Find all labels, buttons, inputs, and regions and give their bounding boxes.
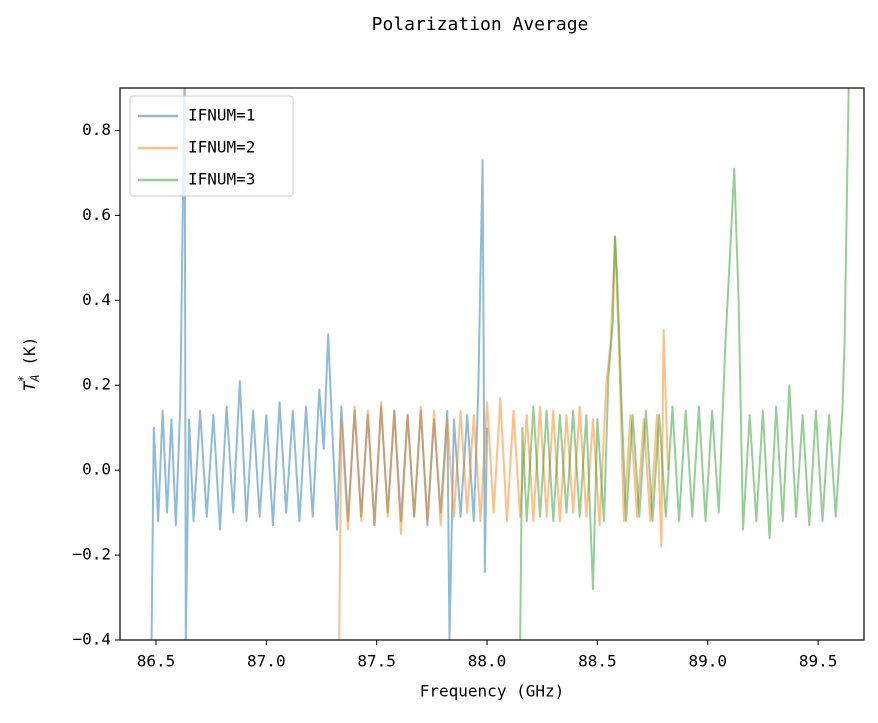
y-axis-label-part: *	[16, 375, 30, 382]
legend-label: IFNUM=3	[188, 170, 255, 189]
y-axis-label: TA* (K)	[16, 337, 42, 392]
x-tick-label: 88.5	[578, 652, 617, 671]
legend-box	[129, 95, 294, 197]
y-axis-label-part: (K)	[20, 337, 39, 376]
y-tick-label: −0.4	[72, 630, 111, 649]
y-axis-label-part: T	[20, 380, 39, 391]
y-tick-label: 0.6	[82, 205, 111, 224]
x-axis-label: Frequency (GHz)	[420, 682, 565, 701]
chart-title: Polarization Average	[372, 14, 589, 35]
legend-label: IFNUM=2	[188, 138, 255, 157]
x-tick-label: 87.5	[357, 652, 396, 671]
series-line	[519, 88, 850, 640]
y-tick-label: −0.2	[72, 545, 111, 564]
y-tick-label: 0.2	[82, 375, 111, 394]
y-tick-label: 0.0	[82, 460, 111, 479]
x-tick-label: 88.0	[468, 652, 507, 671]
x-tick-label: 87.0	[247, 652, 286, 671]
y-tick-label: 0.4	[82, 290, 111, 309]
plot-area	[150, 88, 850, 640]
y-tick-label: 0.8	[82, 120, 111, 139]
axes-frame	[119, 87, 865, 641]
x-tick-label: 89.0	[688, 652, 727, 671]
x-tick-label: 89.5	[799, 652, 838, 671]
y-axis-label-part: A	[28, 374, 42, 382]
x-tick-label: 86.5	[137, 652, 176, 671]
legend-label: IFNUM=1	[188, 106, 255, 125]
